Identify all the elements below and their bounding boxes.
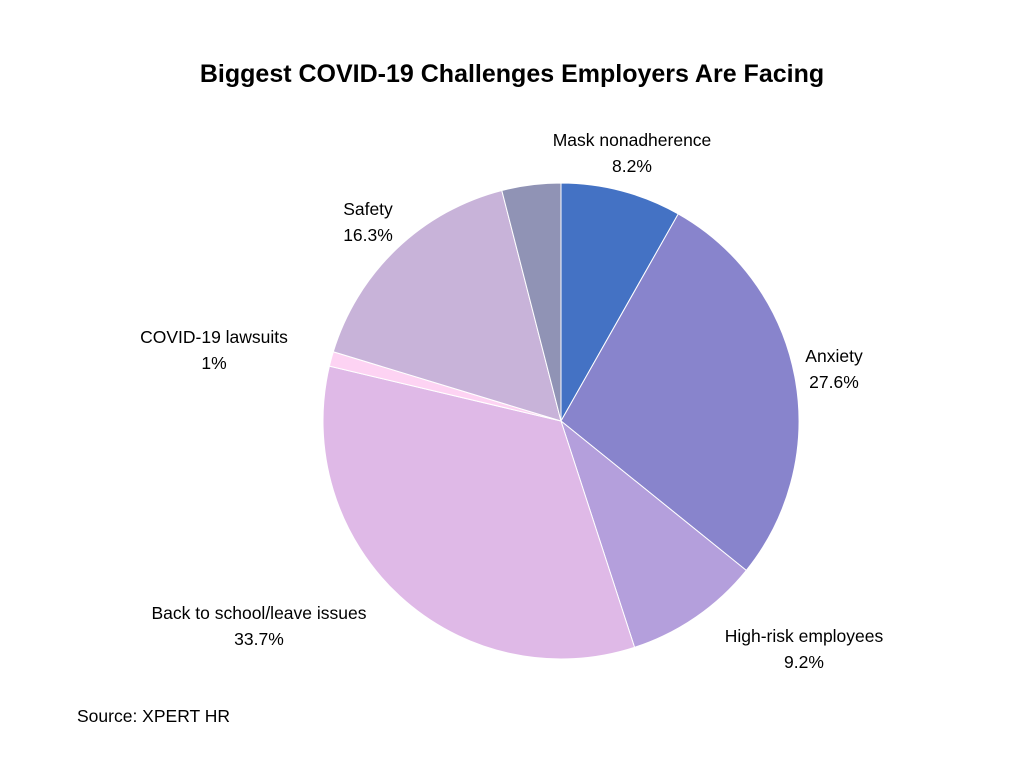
slice-label-anxiety: Anxiety 27.6% [805, 343, 862, 395]
slice-name: Safety [343, 199, 393, 219]
pie-slice-high-risk-employees [560, 419, 747, 648]
slice-label-mask-nonadherence: Mask nonadherence 8.2% [553, 127, 712, 179]
slice-name: Back to school/leave issues [151, 603, 367, 623]
slice-value: 27.6% [809, 372, 859, 392]
pie-slice-back-to-school-leave-issues [322, 365, 636, 660]
pie-slice-safety [332, 189, 562, 422]
source-note: Source: XPERT HR [77, 706, 231, 726]
slice-label-back-to-school: Back to school/leave issues 33.7% [152, 600, 367, 652]
slice-name: High-risk employees [724, 626, 884, 646]
chart-title: Biggest COVID-19 Challenges Employers Ar… [199, 60, 825, 88]
slice-label-safety: Safety 16.3% [343, 196, 393, 248]
slice-value: 33.7% [234, 629, 284, 649]
slice-value: 9.2% [784, 652, 824, 672]
slice-value: 1% [201, 353, 227, 373]
slice-value: 16.3% [343, 225, 393, 245]
pie-slice-anxiety [560, 213, 800, 572]
slice-value: 8.2% [612, 156, 652, 176]
slice-label-high-risk-employees: High-risk employees 9.2% [725, 623, 884, 675]
pie-slice-mask-nonadherence [560, 182, 679, 423]
pie-slice-unlabeled [501, 182, 562, 422]
slice-name: COVID-19 lawsuits [140, 327, 288, 347]
slice-name: Anxiety [805, 346, 863, 366]
slice-label-covid-lawsuits: COVID-19 lawsuits 1% [140, 324, 288, 376]
slice-name: Mask nonadherence [552, 130, 712, 150]
